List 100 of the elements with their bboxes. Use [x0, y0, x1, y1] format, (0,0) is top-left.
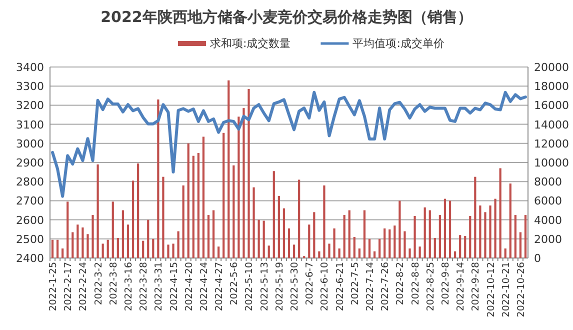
bar — [454, 251, 456, 258]
bar — [142, 240, 144, 258]
bar — [222, 132, 225, 258]
bar — [86, 234, 89, 258]
x-tick-label: 2022-2-24 — [78, 262, 90, 312]
bar — [187, 143, 190, 258]
x-tick-label: 2022-9-28 — [470, 262, 482, 312]
y-tick-label: 3400 — [16, 61, 44, 74]
x-tick-label: 2022-8-8 — [410, 262, 422, 306]
bar — [308, 224, 310, 258]
x-tick-label: 2022-6-10 — [320, 262, 331, 312]
y-tick-label: 2800 — [16, 176, 44, 189]
bar — [157, 99, 160, 258]
y2-tick-label: 16000 — [534, 99, 569, 112]
x-tick-label: 2022-4-15 — [168, 262, 180, 312]
bar — [177, 231, 180, 258]
bar — [162, 176, 164, 258]
y2-tick-label: 8000 — [534, 176, 562, 189]
bar — [358, 248, 360, 258]
bar — [167, 244, 170, 258]
y2-tick-label: 18000 — [534, 80, 569, 94]
x-tick-label: 2022-9-14 — [456, 262, 467, 312]
bar — [514, 215, 516, 258]
bar — [197, 152, 200, 258]
x-tick-label: 2022-10-26 — [516, 262, 527, 318]
bar — [192, 156, 194, 258]
bar — [394, 226, 396, 258]
bar — [343, 215, 346, 258]
bar — [479, 205, 482, 258]
bar — [252, 187, 255, 258]
bar — [228, 80, 230, 258]
bar — [122, 210, 124, 258]
bar — [238, 116, 240, 258]
bar — [484, 212, 486, 258]
x-tick-label: 2022-5-30 — [290, 262, 301, 312]
bar — [202, 136, 205, 258]
y-tick-label: 3000 — [16, 137, 44, 150]
bar — [248, 88, 250, 258]
bar — [323, 185, 326, 258]
x-tick-label: 2022-9-8 — [440, 262, 452, 306]
bar — [278, 196, 280, 258]
bar — [313, 212, 316, 258]
bar — [72, 232, 74, 258]
x-tick-label: 2022-5-13 — [259, 262, 270, 312]
bar — [378, 238, 381, 258]
y-tick-label: 3300 — [16, 80, 44, 94]
x-tick-label: 2022-7-26 — [380, 262, 392, 312]
x-tick-label: 2022-2-17 — [63, 262, 74, 312]
bar — [469, 216, 472, 258]
x-tick-label: 2022-10-12 — [486, 262, 497, 318]
bar — [207, 215, 210, 258]
bar — [424, 207, 426, 258]
bar — [282, 208, 286, 258]
bar — [494, 198, 496, 258]
bar — [504, 248, 506, 258]
bar — [82, 227, 84, 258]
bar — [418, 246, 421, 258]
y2-tick-label: 0 — [534, 252, 541, 265]
y2-tick-label: 4000 — [534, 214, 562, 227]
bar — [56, 240, 59, 258]
bar — [102, 244, 104, 258]
x-tick-label: 2022-6-7 — [304, 262, 316, 306]
bar — [398, 200, 401, 258]
bar — [363, 210, 366, 258]
bar — [232, 165, 235, 258]
x-tick-label: 2022-10-21 — [500, 262, 512, 318]
bar — [292, 244, 296, 258]
bar — [116, 238, 119, 258]
legend-label: 求和项:成交数量 — [210, 37, 291, 50]
bar — [62, 248, 64, 258]
bar — [268, 246, 270, 258]
bar — [524, 215, 527, 258]
x-tick-label: 2022-4-24 — [198, 262, 210, 312]
x-tick-label: 2022-5-10 — [244, 262, 256, 312]
bar — [262, 220, 265, 258]
x-tick-label: 2022-3-2 — [93, 262, 104, 306]
bar — [96, 164, 99, 258]
bar — [212, 210, 215, 258]
chart-title: 2022年陕西地方储备小麦竞价交易价格走势图（销售） — [100, 8, 472, 26]
legend-label: 平均值项:成交单价 — [352, 37, 444, 50]
bar — [474, 176, 476, 258]
bar — [318, 251, 320, 258]
bar — [218, 246, 220, 258]
bar — [348, 210, 350, 258]
bar — [444, 198, 446, 258]
y2-tick-label: 12000 — [534, 137, 569, 150]
bar — [434, 238, 436, 258]
bar — [519, 232, 522, 258]
bar — [414, 216, 416, 258]
bar — [152, 238, 154, 258]
bar — [182, 185, 184, 258]
bar — [66, 202, 69, 258]
bar — [328, 244, 330, 258]
bar — [272, 171, 275, 258]
y2-tick-label: 6000 — [534, 194, 562, 208]
bar — [106, 240, 109, 258]
y-tick-label: 3100 — [16, 118, 44, 132]
y2-tick-label: 20000 — [534, 61, 569, 74]
bar — [112, 202, 114, 258]
bar — [242, 108, 245, 258]
